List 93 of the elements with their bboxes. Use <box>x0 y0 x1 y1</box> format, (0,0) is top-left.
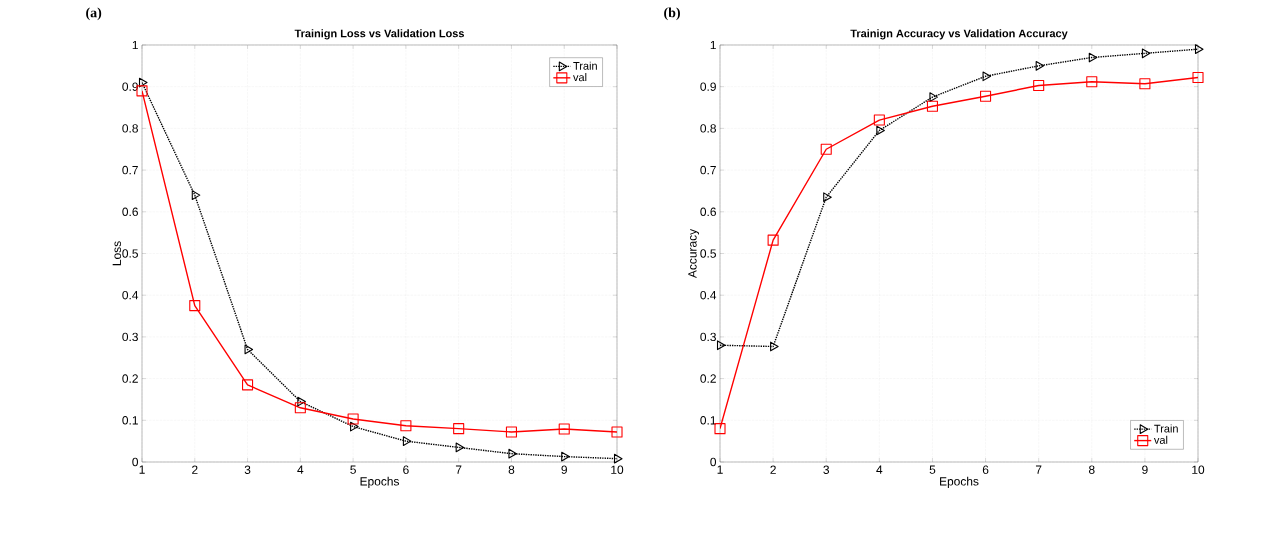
point <box>1035 60 1045 71</box>
y-axis-title: Loss <box>112 241 122 266</box>
point <box>138 77 148 88</box>
legend-label: val <box>1153 435 1168 444</box>
y-tick-label: 0.3 <box>700 332 716 342</box>
y-tick-label: 0.6 <box>122 207 138 217</box>
y-tick-label: 0.5 <box>700 249 716 258</box>
legend-label: val <box>573 73 587 82</box>
point <box>613 453 623 464</box>
y-tick-label: 0 <box>132 457 139 467</box>
x-tick-label: 8 <box>1088 465 1095 474</box>
point <box>929 92 938 102</box>
x-tick-label: 8 <box>508 465 515 474</box>
point <box>561 451 570 462</box>
x-tick-label: 3 <box>244 465 251 474</box>
point <box>1033 79 1045 91</box>
point <box>980 90 992 102</box>
point <box>1192 71 1204 84</box>
y-tick-label: 0.2 <box>700 374 716 383</box>
point <box>402 436 412 447</box>
x-tick-label: 4 <box>297 465 304 474</box>
y-tick-label: 0 <box>710 457 717 467</box>
point <box>505 426 517 438</box>
point <box>242 379 254 391</box>
legend-label: Train <box>1154 424 1178 433</box>
point <box>453 423 465 435</box>
x-tick-label: 1 <box>139 465 145 474</box>
point <box>714 423 726 435</box>
point <box>191 190 201 200</box>
y-tick-label: 0.1 <box>122 416 138 425</box>
point <box>294 402 306 414</box>
y-tick-label: 0.5 <box>122 249 138 258</box>
point <box>1088 52 1098 63</box>
y-tick-label: 0.2 <box>122 374 138 383</box>
y-tick-label: 0.7 <box>122 165 138 175</box>
y-tick-label: 0.3 <box>122 332 138 342</box>
point <box>1194 44 1204 55</box>
y-tick-label: 0.8 <box>122 124 138 133</box>
legend-label: Train <box>573 61 597 70</box>
point <box>770 341 779 352</box>
point <box>767 234 779 246</box>
point <box>350 421 359 432</box>
point <box>716 340 726 351</box>
x-tick-label: 2 <box>192 465 198 474</box>
point <box>611 426 623 438</box>
point <box>926 100 938 112</box>
y-tick-label: 0.9 <box>700 82 716 91</box>
y-axis-title: Accuracy <box>688 228 700 279</box>
x-tick-label: 6 <box>982 465 989 474</box>
point <box>189 300 201 312</box>
x-tick-label: 2 <box>770 465 776 474</box>
x-tick-label: 4 <box>876 465 883 474</box>
point <box>876 125 885 136</box>
x-axis-title: Epochs <box>940 476 979 488</box>
x-axis-title: Epochs <box>360 476 400 488</box>
point <box>1086 76 1098 88</box>
point <box>297 396 306 407</box>
x-tick-label: 5 <box>929 465 936 474</box>
point <box>455 442 465 453</box>
y-tick-label: 0.4 <box>122 290 139 300</box>
text: (b) <box>664 7 680 21</box>
chart-title: Trainign Accuracy vs Validation Accuracy <box>850 29 1068 40</box>
point <box>982 71 992 82</box>
point <box>508 448 517 459</box>
point <box>347 413 359 425</box>
point <box>558 423 570 435</box>
x-tick-label: 10 <box>1192 465 1205 474</box>
x-tick-label: 7 <box>455 465 462 474</box>
y-tick-label: 0.8 <box>700 124 716 133</box>
x-tick-label: 10 <box>611 465 624 474</box>
y-tick-label: 1 <box>710 40 716 50</box>
x-tick-label: 9 <box>561 465 567 474</box>
point <box>873 114 885 126</box>
x-tick-label: 5 <box>350 465 356 474</box>
y-tick-label: 0.4 <box>700 290 717 300</box>
point <box>823 192 832 203</box>
x-tick-label: 1 <box>717 465 723 474</box>
point <box>820 143 832 155</box>
point <box>244 344 254 355</box>
text: (a) <box>86 7 102 21</box>
x-tick-label: 6 <box>403 465 409 474</box>
point <box>400 420 412 432</box>
x-tick-label: 9 <box>1142 465 1148 474</box>
x-tick-label: 7 <box>1035 465 1042 474</box>
point <box>1139 78 1151 90</box>
y-tick-label: 0.7 <box>700 165 716 175</box>
y-tick-label: 1 <box>132 40 138 50</box>
y-tick-label: 0.6 <box>700 207 716 217</box>
x-tick-label: 3 <box>823 465 830 474</box>
y-tick-label: 0.1 <box>700 416 716 425</box>
chart-title: Trainign Loss vs Validation Loss <box>294 29 464 40</box>
point <box>1141 48 1151 59</box>
point <box>136 85 148 97</box>
